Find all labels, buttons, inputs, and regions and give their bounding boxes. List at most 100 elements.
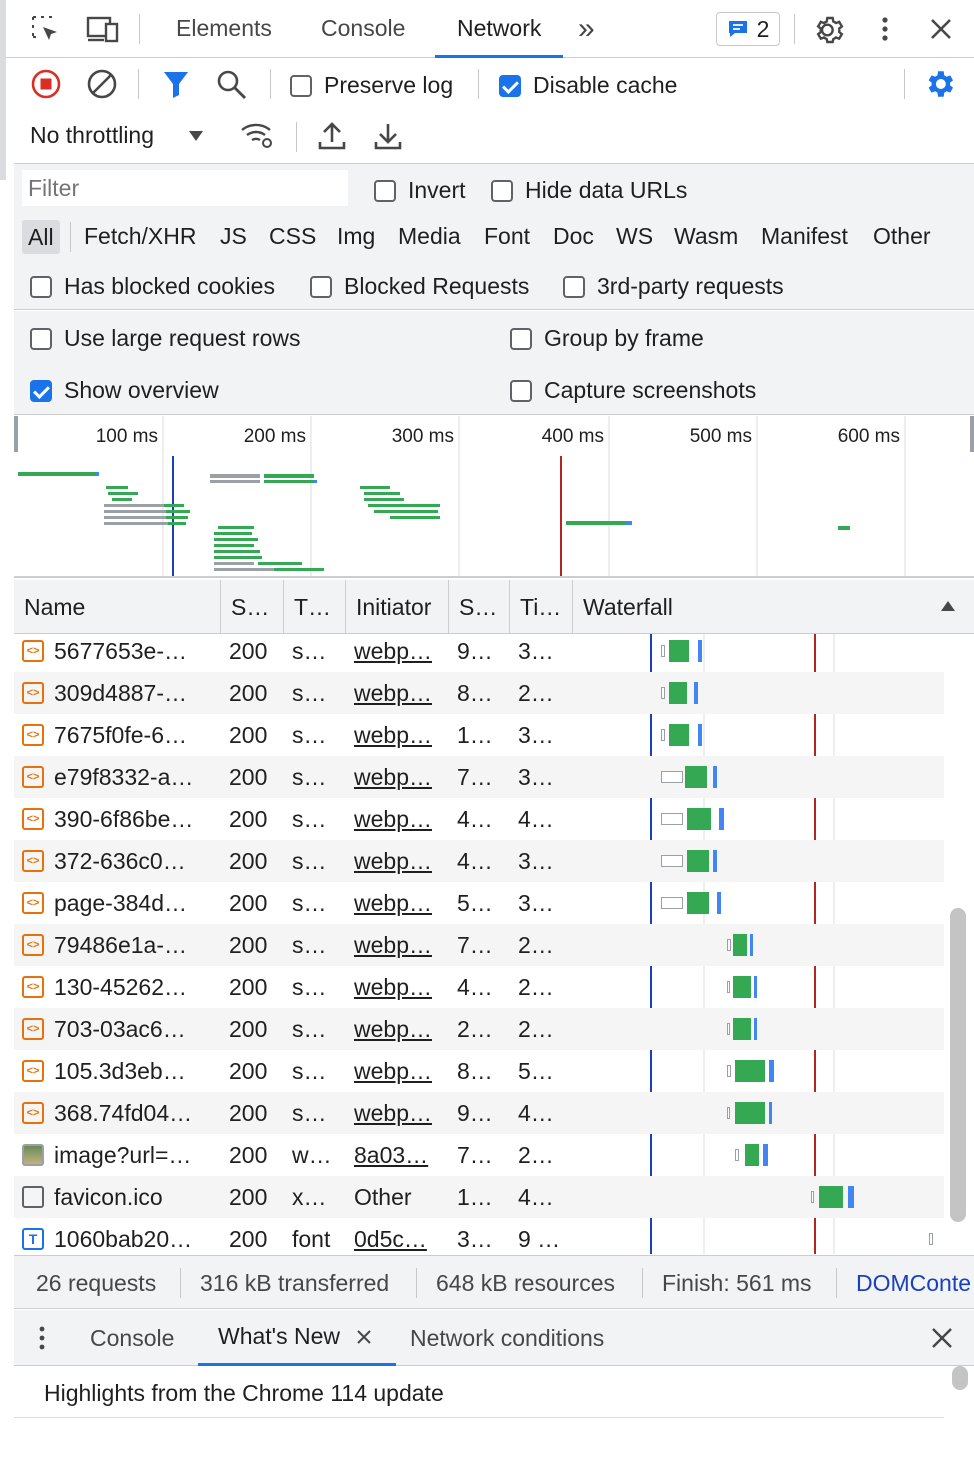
filter-icon[interactable] xyxy=(162,69,190,99)
type-filter-manifest[interactable]: Manifest xyxy=(761,223,848,249)
type-filter-ws[interactable]: WS xyxy=(616,223,654,249)
hide-data-urls-box[interactable] xyxy=(491,179,513,202)
cell-initiator[interactable]: 8a03… xyxy=(354,1141,429,1168)
more-options-icon[interactable] xyxy=(876,14,894,44)
type-filter-img[interactable]: Img xyxy=(337,223,376,249)
cell-initiator[interactable]: webp… xyxy=(354,637,432,664)
cell-name[interactable]: image?url=… xyxy=(14,1134,221,1176)
type-filter-fetch-xhr[interactable]: Fetch/XHR xyxy=(84,223,197,249)
blocked-requests-checkbox[interactable]: Blocked Requests xyxy=(310,273,529,300)
tab-network[interactable]: Network xyxy=(434,0,564,58)
cell-initiator[interactable]: webp… xyxy=(354,721,432,748)
cell-name[interactable]: <> 5677653e-… xyxy=(14,634,221,672)
device-toolbar-icon[interactable] xyxy=(86,14,120,44)
column-header-status[interactable]: S… xyxy=(221,580,284,634)
cell-initiator[interactable]: webp… xyxy=(354,679,432,706)
table-row[interactable]: <> 703-03ac6… 200 s… webp… 2… 2… xyxy=(14,1008,944,1050)
disable-cache-box[interactable] xyxy=(499,74,521,97)
column-header-time[interactable]: Ti… xyxy=(510,580,573,634)
large-rows-checkbox[interactable]: Use large request rows xyxy=(30,325,301,352)
has-blocked-cookies-box[interactable] xyxy=(30,275,52,298)
type-filter-doc[interactable]: Doc xyxy=(553,223,594,249)
table-row[interactable]: <> 105.3d3eb… 200 s… webp… 8… 5… xyxy=(14,1050,944,1092)
cell-name[interactable]: <> 130-45262… xyxy=(14,966,221,1008)
table-row[interactable]: <> page-384d… 200 s… webp… 5… 3… xyxy=(14,882,944,924)
clear-icon[interactable] xyxy=(86,68,118,100)
cell-name[interactable]: <> e79f8332-a… xyxy=(14,756,221,798)
drawer-tab-console[interactable]: Console xyxy=(90,1325,175,1351)
table-row[interactable]: T 1060bab20… 200 font 0d5c… 3… 9 … xyxy=(14,1218,944,1254)
network-conditions-wifi-icon[interactable] xyxy=(240,120,276,150)
column-header-size[interactable]: S… xyxy=(449,580,510,634)
type-filter-font[interactable]: Font xyxy=(484,223,531,249)
cell-name[interactable]: favicon.ico xyxy=(14,1176,221,1218)
more-tabs-chevron-icon[interactable]: » xyxy=(578,11,595,45)
cell-initiator[interactable]: webp… xyxy=(354,889,432,916)
drawer-scrollbar-thumb[interactable] xyxy=(952,1366,968,1390)
invert-box[interactable] xyxy=(374,179,396,202)
network-overview[interactable]: 100 ms 200 ms 300 ms 400 ms 500 ms 600 m… xyxy=(14,416,974,578)
table-row[interactable]: <> 309d4887-… 200 s… webp… 8… 2… xyxy=(14,672,944,714)
export-har-download-icon[interactable] xyxy=(374,120,402,152)
show-overview-checkbox[interactable]: Show overview xyxy=(30,377,219,404)
invert-checkbox[interactable]: Invert xyxy=(374,177,466,204)
column-header-waterfall[interactable]: Waterfall xyxy=(573,580,974,634)
cell-initiator[interactable]: webp… xyxy=(354,847,432,874)
table-row[interactable]: <> 130-45262… 200 s… webp… 4… 2… xyxy=(14,966,944,1008)
type-filter-wasm[interactable]: Wasm xyxy=(674,223,739,249)
preserve-log-box[interactable] xyxy=(290,74,312,97)
preserve-log-checkbox[interactable]: Preserve log xyxy=(290,72,453,99)
type-filter-other[interactable]: Other xyxy=(873,223,931,249)
third-party-requests-checkbox[interactable]: 3rd-party requests xyxy=(563,273,784,300)
hide-data-urls-checkbox[interactable]: Hide data URLs xyxy=(491,177,687,204)
drawer-scrollbar[interactable] xyxy=(952,1366,974,1458)
type-filter-js[interactable]: JS xyxy=(220,223,247,249)
table-row[interactable]: <> 372-636c0… 200 s… webp… 4… 3… xyxy=(14,840,944,882)
column-header-type[interactable]: T… xyxy=(284,580,346,634)
capture-screenshots-checkbox[interactable]: Capture screenshots xyxy=(510,377,756,404)
cell-name[interactable]: <> page-384d… xyxy=(14,882,221,924)
close-tab-icon[interactable] xyxy=(356,1329,372,1345)
cell-name[interactable]: <> 368.74fd04… xyxy=(14,1092,221,1134)
cell-initiator[interactable]: webp… xyxy=(354,1057,432,1084)
column-header-name[interactable]: Name xyxy=(14,580,221,634)
cell-initiator[interactable]: webp… xyxy=(354,763,432,790)
type-filter-media[interactable]: Media xyxy=(398,223,461,249)
drawer-menu-icon[interactable] xyxy=(36,1324,48,1352)
cell-initiator[interactable]: 0d5c… xyxy=(354,1225,427,1252)
table-row[interactable]: favicon.ico 200 x… Other 1… 4… xyxy=(14,1176,944,1218)
cell-initiator[interactable]: webp… xyxy=(354,1015,432,1042)
table-row[interactable]: <> 79486e1a-… 200 s… webp… 7… 2… xyxy=(14,924,944,966)
tab-console[interactable]: Console xyxy=(321,15,406,41)
capture-screenshots-box[interactable] xyxy=(510,379,532,402)
cell-initiator[interactable]: webp… xyxy=(354,931,432,958)
cell-initiator[interactable]: webp… xyxy=(354,973,432,1000)
whats-new-highlight[interactable]: Highlights from the Chrome 114 update xyxy=(44,1380,444,1406)
group-by-frame-box[interactable] xyxy=(510,327,532,350)
type-filter-css[interactable]: CSS xyxy=(269,223,317,249)
disable-cache-checkbox[interactable]: Disable cache xyxy=(499,72,677,99)
large-rows-box[interactable] xyxy=(30,327,52,350)
cell-name[interactable]: <> 309d4887-… xyxy=(14,672,221,714)
search-icon[interactable] xyxy=(216,69,248,101)
issues-button[interactable]: 2 xyxy=(716,12,780,46)
cell-name[interactable]: T 1060bab20… xyxy=(14,1218,221,1254)
type-filter-all[interactable]: All xyxy=(22,220,60,254)
settings-gear-icon[interactable] xyxy=(814,14,846,46)
drawer-tab-network-conditions[interactable]: Network conditions xyxy=(410,1325,605,1351)
close-icon[interactable] xyxy=(928,16,954,42)
table-row[interactable]: <> 368.74fd04… 200 s… webp… 9… 4… xyxy=(14,1092,944,1134)
table-row[interactable]: <> 5677653e-… 200 s… webp… 9… 3… xyxy=(14,634,944,672)
throttling-select[interactable]: No throttling xyxy=(30,122,204,149)
import-har-upload-icon[interactable] xyxy=(318,120,346,152)
drawer-tab-whats-new[interactable]: What's New xyxy=(198,1310,396,1366)
group-by-frame-checkbox[interactable]: Group by frame xyxy=(510,325,704,352)
cell-name[interactable]: <> 7675f0fe-6… xyxy=(14,714,221,756)
cell-name[interactable]: <> 372-636c0… xyxy=(14,840,221,882)
network-settings-gear-icon[interactable] xyxy=(924,67,958,101)
table-row[interactable]: image?url=… 200 w… 8a03… 7… 2… xyxy=(14,1134,944,1176)
third-party-requests-box[interactable] xyxy=(563,275,585,298)
cell-name[interactable]: <> 79486e1a-… xyxy=(14,924,221,966)
cell-name[interactable]: <> 390-6f86be… xyxy=(14,798,221,840)
column-header-initiator[interactable]: Initiator xyxy=(346,580,449,634)
